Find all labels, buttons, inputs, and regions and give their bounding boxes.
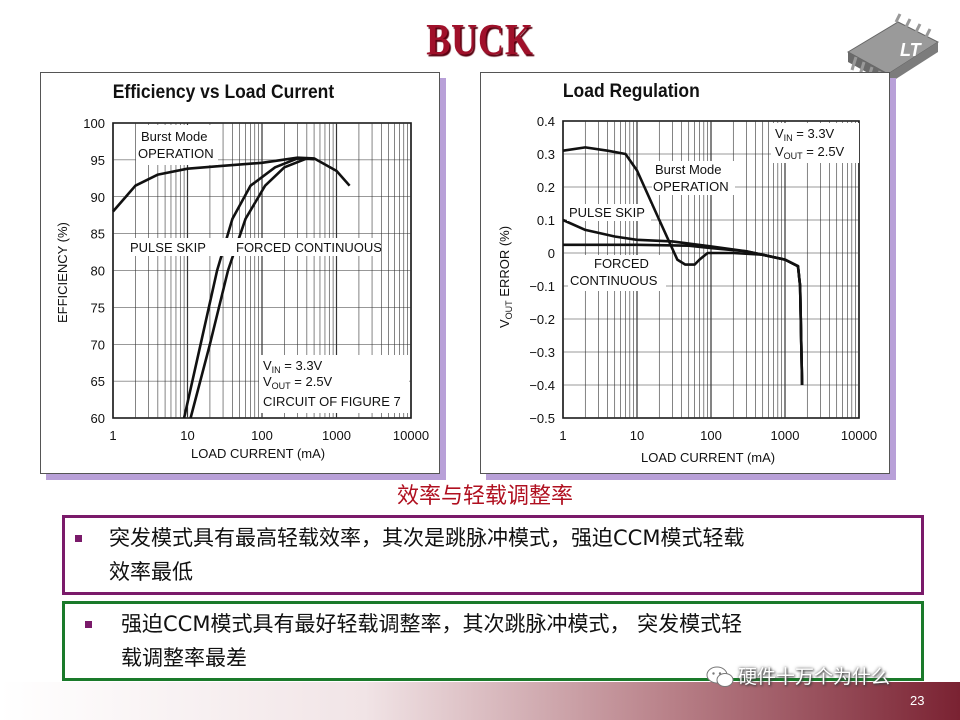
efficiency-chart: Efficiency vs Load Current 60 65 70 75 80 85 9… (55, 80, 429, 461)
x-tick-label: 10000 (393, 428, 429, 443)
x-axis-label: LOAD CURRENT (mA) (641, 450, 775, 465)
slide-caption: 效率与轻载调整率 (396, 484, 573, 509)
x-tick-label: 1 (559, 428, 566, 443)
x-tick-label: 10 (180, 428, 194, 443)
wechat-icon (706, 666, 734, 687)
label-burst-mode: Burst Mode (655, 162, 721, 177)
label-pulse-skip: PULSE SKIP (569, 205, 645, 220)
y-tick-label: 65 (91, 374, 105, 389)
cond-vin: VIN = 3.3V (775, 126, 835, 143)
bullet-marker (85, 621, 92, 628)
bullet-2-line-1: 强迫CCM模式具有最好轻载调整率，其次跳脉冲模式， 突发模式轻 (121, 612, 743, 636)
bullet-2-line-2: 载调整率最差 (121, 646, 247, 670)
y-tick-label: 60 (91, 411, 105, 426)
series-line-3 (563, 243, 804, 386)
y-tick-label: 100 (83, 116, 105, 131)
label-burst-mode: Burst Mode (141, 129, 207, 144)
x-tick-label: 100 (251, 428, 273, 443)
y-tick-label: 0 (548, 246, 555, 261)
y-tick-label: 0.4 (537, 114, 555, 129)
y-tick-label: 80 (91, 264, 105, 279)
y-tick-label: −0.3 (529, 345, 555, 360)
label-forced: FORCED (594, 256, 649, 271)
chart-title: Load Regulation (563, 79, 700, 101)
efficiency-chart-panel: Efficiency vs Load Current 60 65 70 75 80 85 9… (40, 72, 440, 474)
y-tick-label: 75 (91, 300, 105, 315)
x-tick-label: 100 (700, 428, 722, 443)
x-tick-label: 10000 (841, 428, 877, 443)
y-axis-label: EFFICIENCY (%) (55, 222, 70, 323)
bullet-1-line-2: 效率最低 (109, 560, 193, 584)
cond-vin: VIN = 3.3V (263, 358, 323, 375)
y-tick-label: −0.1 (529, 279, 555, 294)
x-axis-label: LOAD CURRENT (mA) (191, 446, 325, 461)
load-regulation-chart: Load Regulation 0.4 0.3 0.2 0.1 0 −0.1 −0.2 −0.… (497, 79, 877, 465)
cond-circuit: CIRCUIT OF FIGURE 7 (263, 394, 401, 409)
y-tick-label: −0.4 (529, 378, 555, 393)
series-line-3 (189, 157, 315, 419)
chart-title: Efficiency vs Load Current (113, 80, 334, 102)
x-tick-label: 1000 (771, 428, 800, 443)
series-line-2 (182, 157, 315, 419)
label-burst-operation: OPERATION (138, 146, 214, 161)
y-tick-label: 90 (91, 190, 105, 205)
series-line-1 (112, 156, 351, 213)
slide-title: BUCK (426, 15, 534, 64)
svg-text:LT: LT (900, 40, 923, 60)
y-tick-label: 0.3 (537, 147, 555, 162)
bullet-box-1: 突发模式具有最高轻载效率，其次是跳脉冲模式，强迫CCM模式轻载 效率最低 (62, 515, 924, 595)
linear-tech-chip-logo: LT (846, 13, 940, 85)
watermark-text: 硬件十万个为什么 (738, 666, 891, 688)
bullet-marker (75, 535, 82, 542)
label-forced-continuous: FORCED CONTINUOUS (236, 240, 382, 255)
label-burst-operation: OPERATION (653, 179, 729, 194)
x-tick-label: 1 (109, 428, 116, 443)
label-continuous: CONTINUOUS (570, 273, 658, 288)
cond-vout: VOUT = 2.5V (263, 374, 333, 391)
y-tick-label: 70 (91, 337, 105, 352)
bullet-box-2: 强迫CCM模式具有最好轻载调整率，其次跳脉冲模式， 突发模式轻 载调整率最差 (62, 601, 924, 681)
y-tick-label: 85 (91, 227, 105, 242)
load-regulation-chart-panel: Load Regulation 0.4 0.3 0.2 0.1 0 −0.1 −0.2 −0.… (480, 72, 890, 474)
y-tick-label: 0.2 (537, 180, 555, 195)
y-tick-label: 95 (91, 153, 105, 168)
bullet-1-line-1: 突发模式具有最高轻载效率，其次是跳脉冲模式，强迫CCM模式轻载 (109, 526, 745, 550)
footer-bar (0, 682, 960, 720)
x-tick-label: 10 (630, 428, 644, 443)
cond-vout: VOUT = 2.5V (775, 144, 845, 161)
y-tick-label: −0.5 (529, 411, 555, 426)
y-tick-label: −0.2 (529, 312, 555, 327)
page-number: 23 (910, 693, 925, 708)
x-tick-label: 1000 (322, 428, 351, 443)
y-axis-label: VOUT ERROR (%) (497, 226, 514, 328)
y-tick-label: 0.1 (537, 213, 555, 228)
label-pulse-skip: PULSE SKIP (130, 240, 206, 255)
